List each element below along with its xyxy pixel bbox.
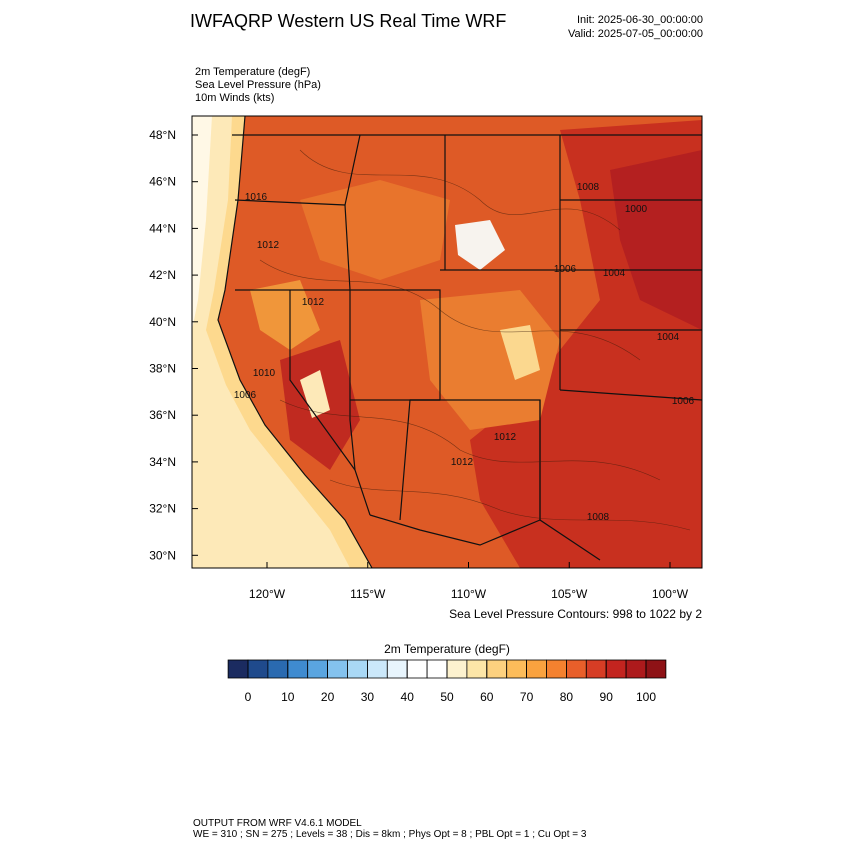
colorbar-tick-label: 0 [245,690,252,704]
colorbar-box [526,659,547,679]
colorbar-tick-label: 30 [361,690,375,704]
colorbar-box [486,659,508,679]
lat-label: 30°N [149,548,176,562]
colorbar-tick-label: 90 [600,690,614,704]
valid-time: Valid: 2025-07-05_00:00:00 [568,28,703,40]
colorbar-tick-label: 40 [401,690,415,704]
init-time: Init: 2025-06-30_00:00:00 [577,14,703,26]
map-field [192,116,702,568]
contour-label: 1006 [554,264,577,275]
colorbar-box [307,659,329,679]
lat-label: 48°N [149,128,176,142]
colorbar-tick-label: 70 [520,690,534,704]
colorbar-box [466,659,488,679]
colorbar-box [287,659,309,679]
colorbar-box [406,659,428,679]
contour-note: Sea Level Pressure Contours: 998 to 1022… [449,607,702,621]
colorbar-box [645,659,667,679]
title: IWFAQRP Western US Real Time WRF [190,11,506,31]
colorbar-box [227,659,249,679]
contour-label: 1004 [657,332,680,343]
contour-label: 1012 [257,240,280,251]
colorbar-box [506,659,528,679]
lat-label: 42°N [149,268,176,282]
colorbar-box [585,659,607,679]
field-label: 2m Temperature (degF) [195,66,310,78]
contour-label: 1010 [253,368,276,379]
colorbar-box [605,659,627,679]
colorbar-tick-label: 10 [281,690,295,704]
colorbar-box [566,659,587,679]
lat-label: 44°N [149,221,176,235]
footer-line: WE = 310 ; SN = 275 ; Levels = 38 ; Dis … [193,829,587,840]
colorbar-title: 2m Temperature (degF) [384,642,510,656]
colorbar-tick-label: 100 [636,690,656,704]
colorbar-box [426,659,448,679]
lon-label: 110°W [451,587,487,601]
contour-label: 1016 [245,192,268,203]
lat-label: 36°N [149,408,176,422]
colorbar-box [446,659,468,679]
colorbar-tick-label: 60 [480,690,494,704]
contour-label: 1006 [234,390,257,401]
colorbar-box [546,659,567,679]
lat-label: 32°N [149,502,176,516]
colorbar-tick-label: 80 [560,690,574,704]
contour-label: 1008 [587,512,610,523]
colorbar-box [347,659,368,679]
lon-label: 105°W [551,587,588,601]
colorbar-box [625,659,647,679]
colorbar-box [366,659,388,679]
lat-label: 46°N [149,175,176,189]
map-frame [191,115,703,569]
colorbar-box [247,659,269,679]
contour-label: 1006 [672,396,695,407]
contour-label: 1004 [603,268,626,279]
contour-label: 1012 [302,297,325,308]
colorbar-tick-label: 20 [321,690,335,704]
contour-label: 1012 [494,432,517,443]
colorbar-box [386,659,408,679]
contour-label: 1012 [451,457,474,468]
field-label: Sea Level Pressure (hPa) [195,79,321,91]
colorbar-tick-label: 50 [440,690,454,704]
lon-label: 120°W [249,587,286,601]
field-label: 10m Winds (kts) [195,92,274,104]
lon-label: 100°W [652,587,689,601]
lat-label: 38°N [149,362,176,376]
contour-label: 1008 [577,182,600,193]
contour-label: 1000 [625,204,648,215]
lon-label: 115°W [350,587,386,601]
colorbar-box [327,659,348,679]
lat-label: 34°N [149,455,176,469]
colorbar-box [267,659,289,679]
footer-line: OUTPUT FROM WRF V4.6.1 MODEL [193,818,362,829]
lat-label: 40°N [149,315,176,329]
